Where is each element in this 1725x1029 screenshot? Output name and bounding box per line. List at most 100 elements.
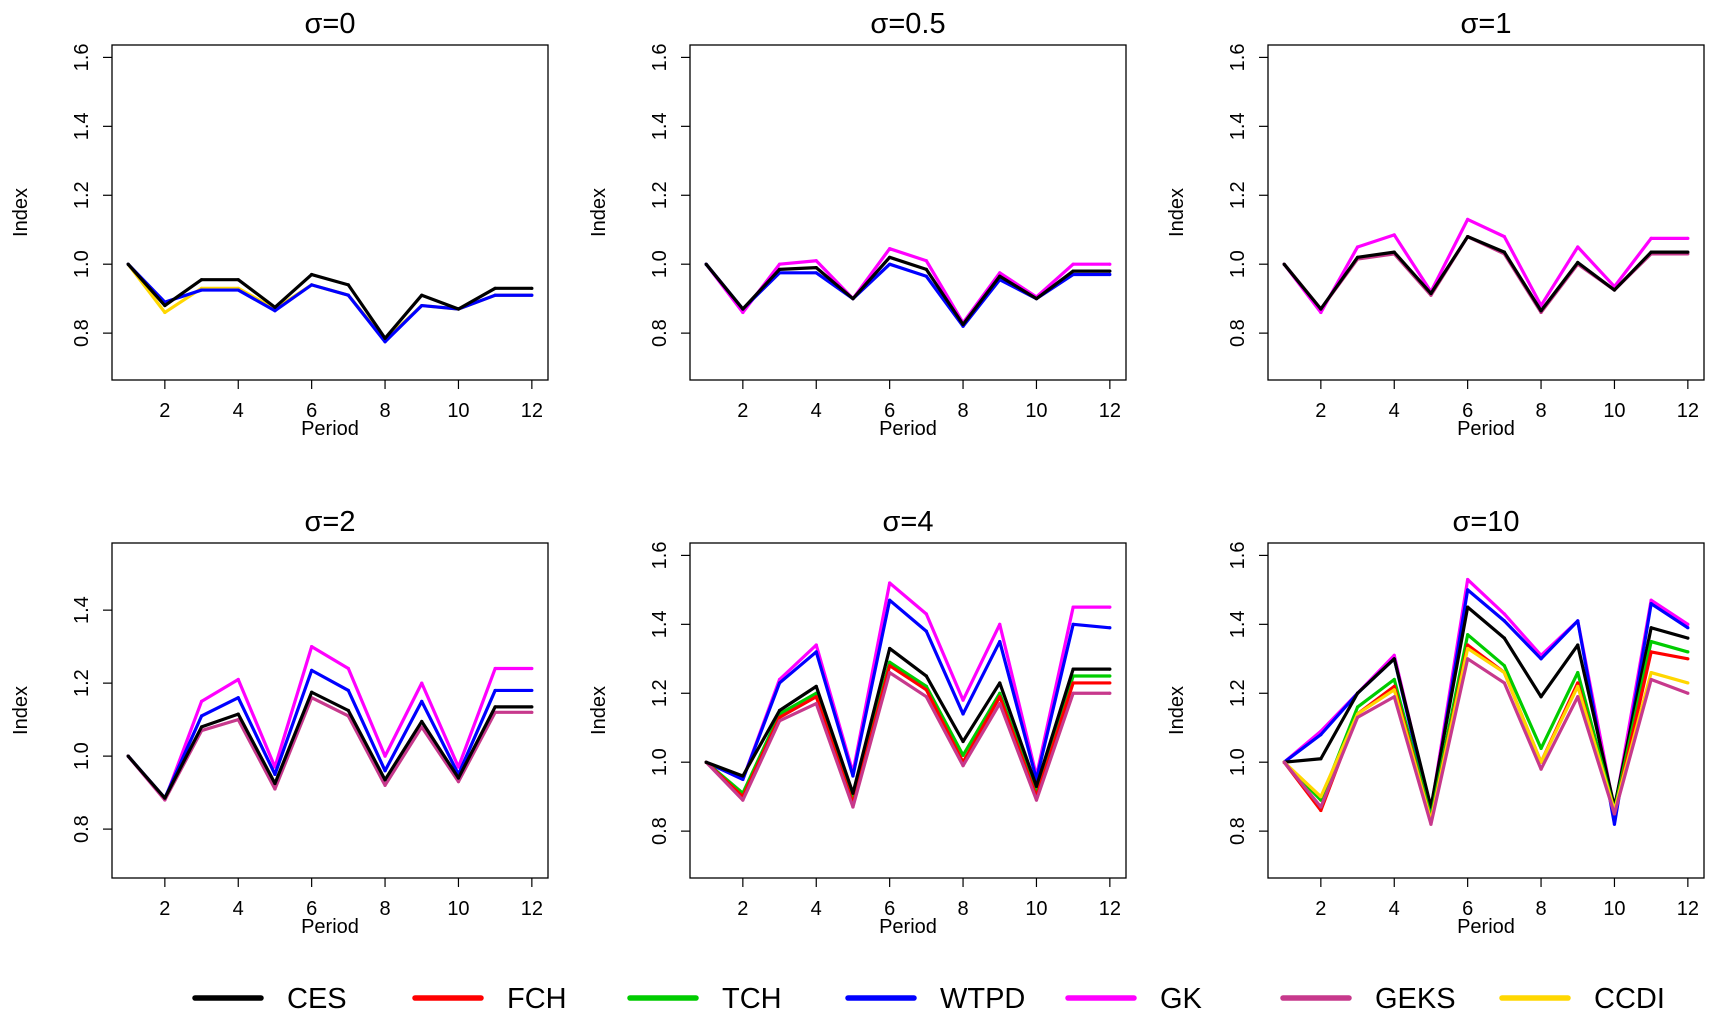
data-point: [1649, 250, 1653, 254]
data-point: [236, 677, 240, 682]
data-point: [704, 262, 708, 266]
x-tick-label: 12: [1099, 898, 1121, 920]
data-point: [236, 696, 240, 700]
series-ces-line: [126, 263, 532, 340]
data-point: [1649, 677, 1653, 682]
data-point: [814, 695, 818, 699]
data-point: [1466, 217, 1470, 221]
data-point: [383, 778, 387, 782]
x-tick-label: 8: [1535, 898, 1546, 920]
data-point: [924, 674, 928, 678]
data-point: [888, 664, 892, 668]
data-point: [924, 688, 928, 692]
data-point: [273, 787, 277, 791]
legend-label: WTPD: [940, 983, 1025, 1015]
legend-label: CCDI: [1594, 983, 1665, 1015]
data-point: [1319, 805, 1323, 809]
data-point: [1319, 733, 1323, 737]
data-point: [1539, 746, 1543, 751]
x-tick-label: 10: [1603, 400, 1625, 422]
legend-label: GEKS: [1375, 983, 1456, 1015]
data-point: [1108, 269, 1112, 273]
legend-item-ces: CES: [192, 983, 347, 1015]
data-point: [1649, 670, 1653, 675]
data-point: [1576, 260, 1580, 265]
series-gk-points: [1282, 577, 1690, 813]
data-point: [888, 255, 892, 259]
data-point: [1576, 643, 1580, 647]
x-axis-label: Period: [879, 418, 937, 440]
legend-item-gk: GK: [1065, 983, 1203, 1015]
data-point: [383, 340, 387, 344]
x-tick-label: 4: [811, 898, 822, 920]
y-tick-label: 1.6: [1227, 542, 1249, 570]
y-axis-label: Index: [588, 188, 610, 237]
data-point: [1576, 681, 1580, 685]
data-point: [530, 710, 534, 714]
data-point: [1539, 695, 1543, 699]
y-tick-label: 1.4: [71, 596, 93, 624]
y-tick-label: 1.0: [71, 250, 93, 278]
data-point: [924, 274, 928, 278]
data-point: [530, 705, 534, 709]
data-point: [888, 646, 892, 651]
legend-item-geks: GEKS: [1280, 983, 1456, 1015]
data-point: [777, 262, 782, 266]
data-point: [1576, 619, 1580, 623]
series-gk-points: [126, 645, 534, 802]
panel-1: σ=0 2 4 6 8 10 12 Period 0.8 1.0 1.2 1.4 1.6 Index: [10, 8, 549, 440]
data-point: [888, 670, 892, 675]
data-point: [998, 695, 1002, 699]
data-point: [456, 776, 461, 780]
series-gk-line: [704, 247, 1110, 325]
data-point: [420, 719, 424, 724]
x-tick-label: 12: [521, 400, 543, 422]
data-point: [199, 699, 204, 703]
series-ces-line: [704, 255, 1110, 327]
data-point: [163, 796, 167, 800]
data-point: [1686, 626, 1690, 630]
x-tick-label: 8: [1535, 400, 1546, 422]
series-wtpd-line: [126, 668, 532, 800]
data-point: [1502, 664, 1506, 668]
x-tick-label: 10: [447, 898, 469, 920]
legend-label: GK: [1160, 983, 1203, 1015]
data-point: [1392, 688, 1396, 692]
data-point: [1108, 691, 1112, 695]
series-ces-points: [126, 262, 534, 340]
x-tick-label: 6: [1462, 400, 1473, 422]
data-point: [814, 702, 818, 706]
x-tick-label: 6: [306, 898, 317, 920]
data-point: [1071, 272, 1075, 277]
panel-title: σ=1: [1461, 8, 1512, 40]
data-point: [1071, 269, 1075, 273]
data-point: [924, 612, 928, 616]
data-point: [1649, 602, 1653, 606]
data-point: [924, 259, 928, 263]
series-ces-points: [704, 646, 1112, 795]
data-point: [741, 777, 745, 782]
data-point: [126, 262, 130, 266]
data-point: [310, 283, 314, 287]
y-tick-label: 0.8: [71, 319, 93, 347]
x-axis-label: Period: [879, 916, 937, 938]
x-tick-label: 2: [737, 898, 748, 920]
data-point: [530, 688, 534, 693]
x-tick-label: 12: [1099, 400, 1121, 422]
panel-title: σ=10: [1452, 506, 1519, 538]
data-point: [1612, 288, 1617, 292]
y-tick-label: 0.8: [1227, 817, 1249, 845]
data-point: [420, 303, 424, 308]
y-tick-label: 0.8: [1227, 319, 1249, 347]
data-point: [383, 769, 387, 773]
series-ces-line: [1282, 235, 1688, 313]
series-ces-points: [1282, 235, 1690, 313]
data-point: [1071, 681, 1075, 685]
data-point: [383, 336, 387, 340]
data-point: [961, 712, 965, 716]
data-point: [1034, 297, 1039, 301]
data-point: [1319, 310, 1323, 315]
data-point: [1108, 681, 1112, 685]
series-geks-points: [126, 696, 534, 802]
series-geks-points: [704, 670, 1112, 809]
